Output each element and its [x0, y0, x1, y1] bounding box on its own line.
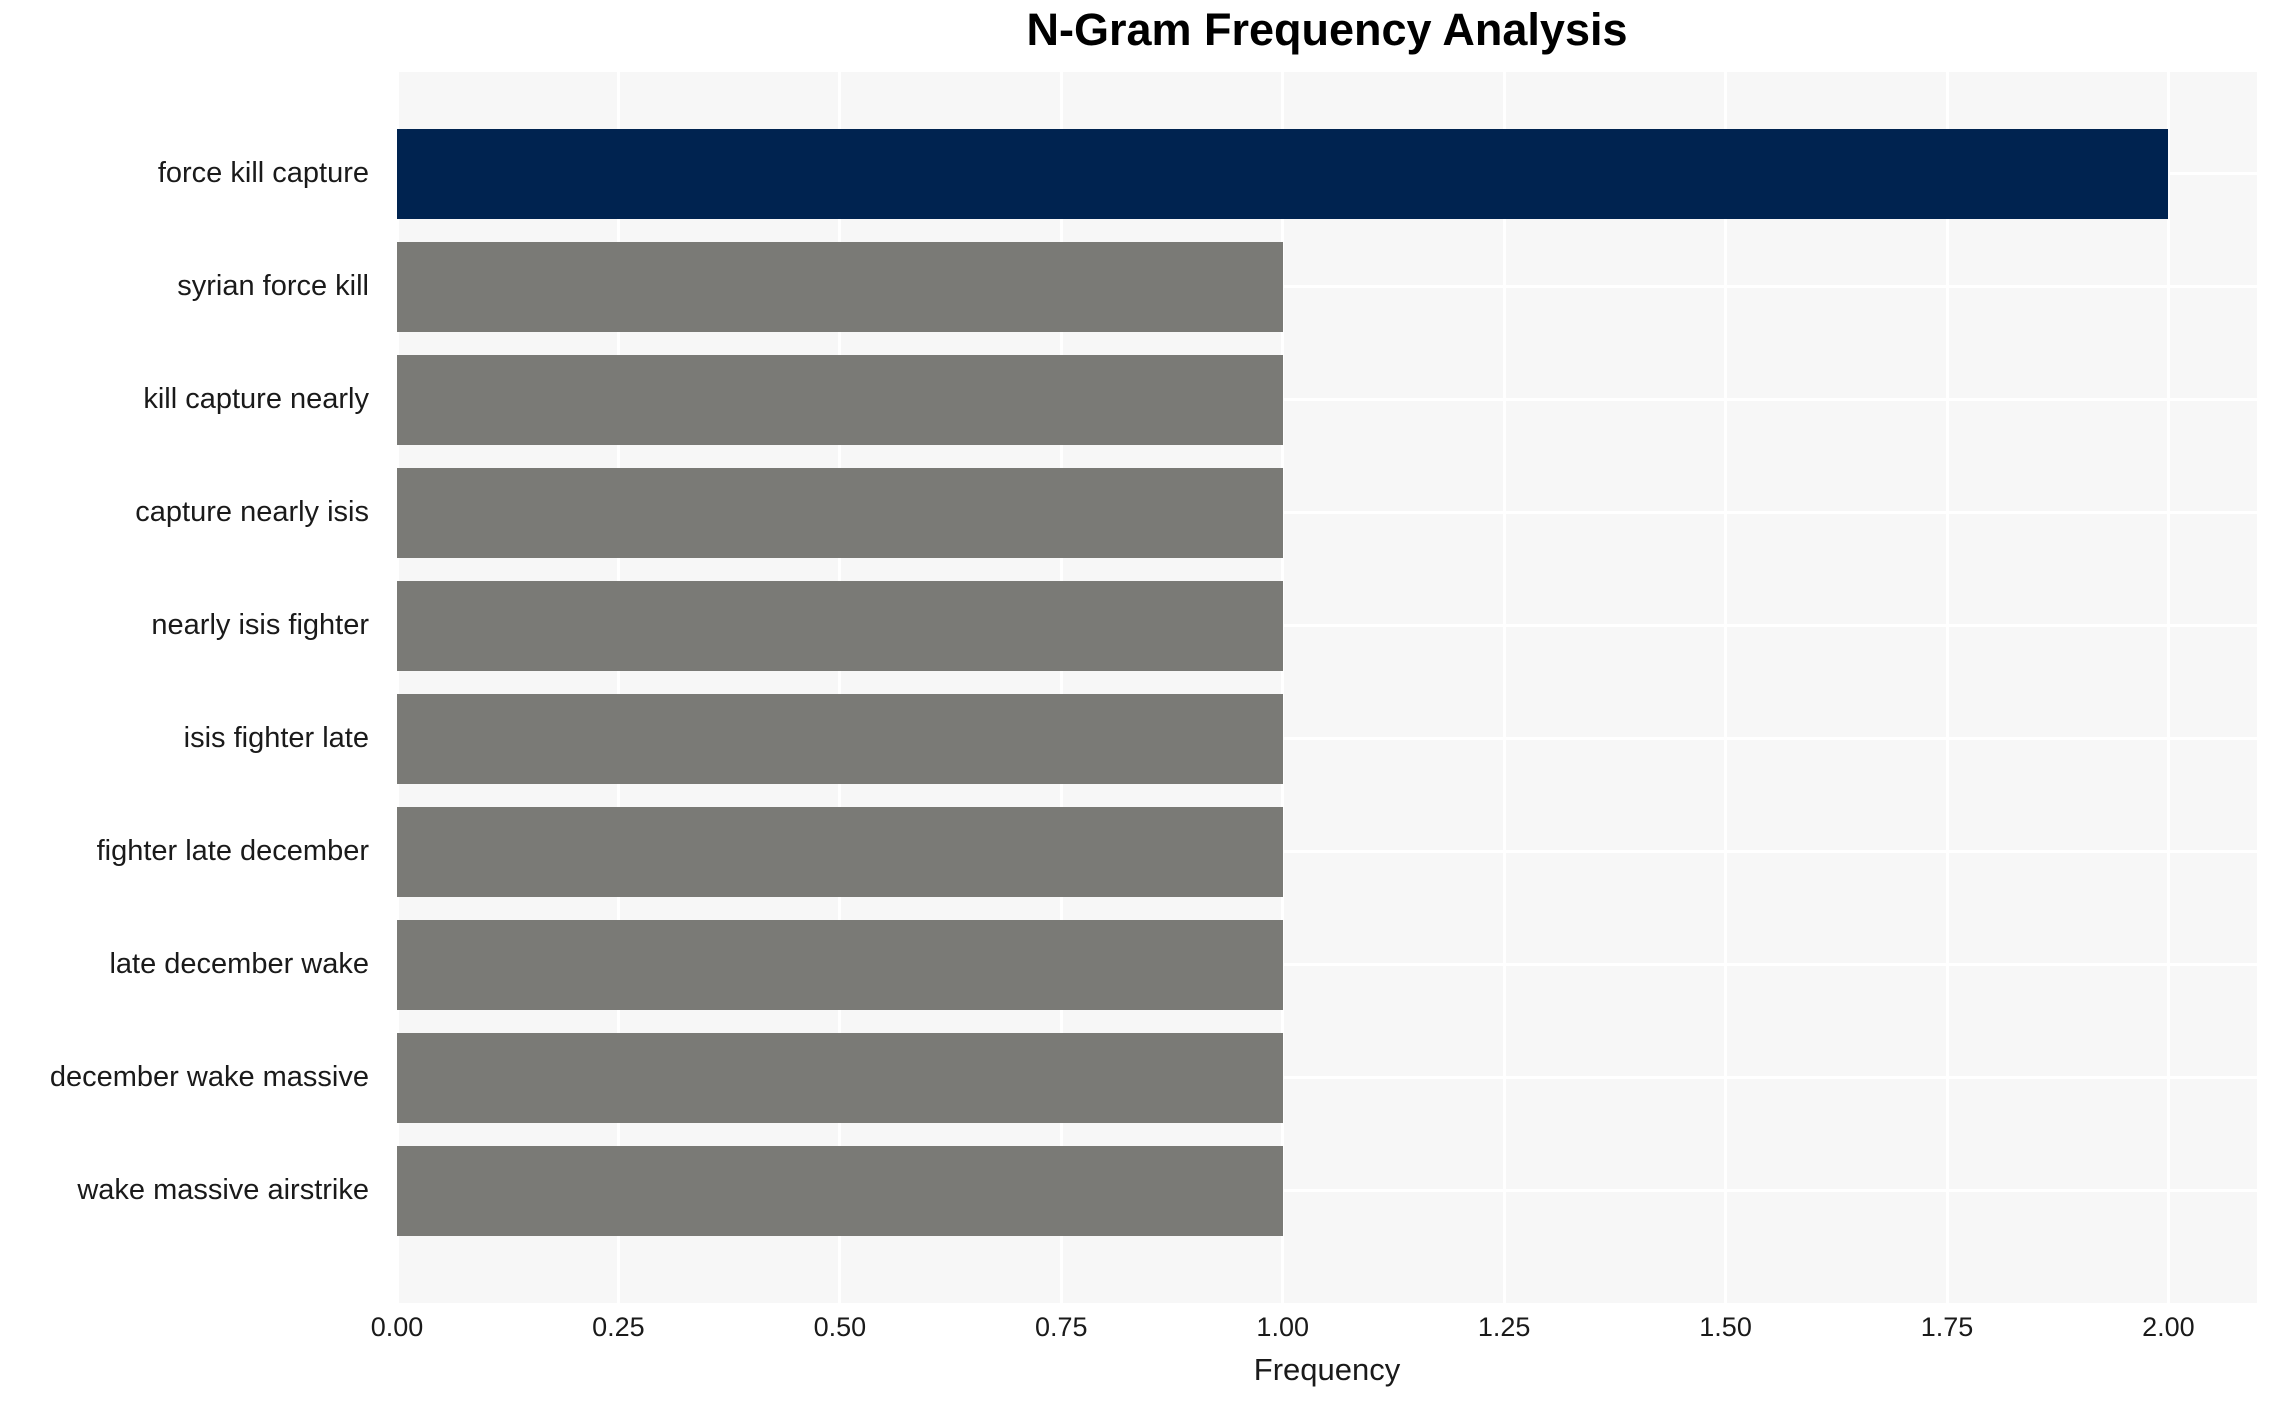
y-tick-label: kill capture nearly: [143, 383, 369, 415]
bar-row: [397, 682, 2257, 795]
bar: [397, 467, 1283, 558]
bar: [397, 241, 1283, 332]
x-tick-label: 2.00: [2142, 1312, 2195, 1342]
plot-area: [395, 72, 2257, 1303]
bar-row: [397, 117, 2257, 230]
bar: [397, 1032, 1283, 1123]
bar-row: [397, 908, 2257, 1021]
bar-row: [397, 1134, 2257, 1247]
y-tick-label: nearly isis fighter: [151, 609, 369, 641]
horizontal-gridline: [397, 737, 2257, 740]
x-axis-label: Frequency: [1253, 1352, 1401, 1387]
vertical-gridline: [395, 72, 399, 1303]
bar: [397, 354, 1283, 445]
x-tick-label: 0.00: [370, 1312, 424, 1342]
y-axis-labels: force kill capture syrian force kill kill …: [0, 117, 383, 1247]
y-tick-label: isis fighter late: [183, 722, 369, 754]
vertical-gridline: [1281, 72, 1285, 1303]
horizontal-gridline: [397, 1189, 2257, 1192]
y-tick-label: late december wake: [109, 948, 369, 980]
vertical-gridline: [838, 72, 842, 1303]
y-tick-label: capture nearly isis: [135, 496, 369, 528]
bar: [397, 128, 2169, 219]
horizontal-gridline: [397, 1076, 2257, 1079]
x-tick-label: 1.75: [1920, 1312, 1974, 1342]
bars-container: [397, 117, 2257, 1247]
bar-row: [397, 795, 2257, 908]
chart-title: N-Gram Frequency Analysis: [1026, 4, 1628, 55]
bar: [397, 806, 1283, 897]
bar-row: [397, 230, 2257, 343]
bar-row: [397, 343, 2257, 456]
vertical-gridline: [1059, 72, 1063, 1303]
x-tick-label: 0.75: [1035, 1312, 1088, 1342]
y-tick-label: syrian force kill: [177, 270, 369, 302]
horizontal-gridline: [397, 850, 2257, 853]
horizontal-gridline: [397, 398, 2257, 401]
x-tick-label: 1.50: [1699, 1312, 1752, 1342]
bar: [397, 693, 1283, 784]
vertical-gridline: [1502, 72, 1506, 1303]
horizontal-gridline: [397, 285, 2257, 288]
vertical-gridline: [616, 72, 620, 1303]
y-tick-label: wake massive airstrike: [77, 1174, 369, 1206]
horizontal-gridline: [397, 511, 2257, 514]
y-tick-label: force kill capture: [157, 157, 369, 189]
vertical-gridline: [2166, 72, 2170, 1303]
horizontal-gridline: [397, 624, 2257, 627]
bar-row: [397, 569, 2257, 682]
x-tick-label: 0.50: [813, 1312, 867, 1342]
x-axis-ticks: 0.00 0.25 0.50 0.75 1.00 1.25 1.50 1.75 2.00: [371, 1312, 2257, 1348]
y-tick-label: fighter late december: [96, 835, 369, 867]
bar-row: [397, 1021, 2257, 1134]
bar-row: [397, 456, 2257, 569]
bar: [397, 1145, 1283, 1236]
x-tick-label: 0.25: [592, 1312, 645, 1342]
bar: [397, 580, 1283, 671]
horizontal-gridline: [397, 963, 2257, 966]
vertical-gridline: [1724, 72, 1728, 1303]
vertical-gridline: [1945, 72, 1949, 1303]
y-tick-label: december wake massive: [49, 1061, 369, 1093]
bar: [397, 919, 1283, 1010]
x-tick-label: 1.25: [1477, 1312, 1531, 1342]
x-tick-label: 1.00: [1256, 1312, 1309, 1342]
